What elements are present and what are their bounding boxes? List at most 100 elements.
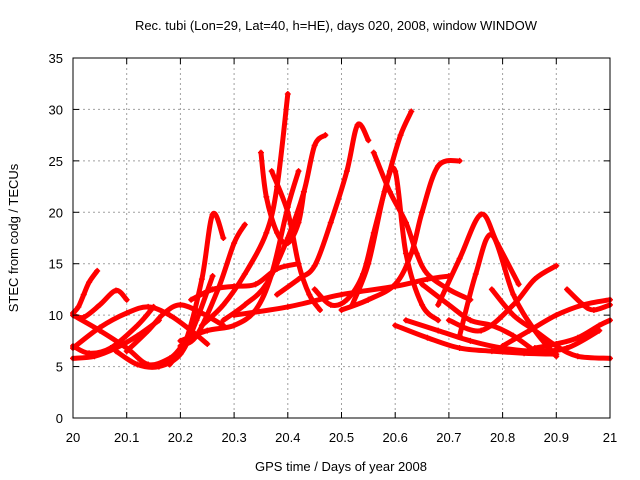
series-arc-13 [220, 132, 329, 324]
y-tick-label: 0 [56, 411, 63, 426]
y-tick-label: 30 [49, 102, 63, 117]
data-point [263, 229, 270, 236]
x-tick-label: 20.1 [114, 430, 139, 445]
data-point [94, 267, 101, 274]
data-point [241, 301, 248, 308]
data-point [488, 348, 495, 355]
data-point [284, 303, 291, 310]
y-tick-label: 35 [49, 51, 63, 66]
data-point [365, 296, 372, 303]
series-arc-15 [274, 121, 372, 298]
data-point [263, 281, 270, 288]
data-point [112, 348, 119, 355]
y-tick-label: 25 [49, 154, 63, 169]
data-point [231, 283, 238, 290]
y-tick-label: 10 [49, 308, 63, 323]
data-point [123, 310, 130, 317]
grid [73, 58, 610, 418]
data-point [311, 262, 318, 269]
data-point [123, 296, 130, 303]
data-point [456, 157, 463, 164]
data-point [354, 121, 361, 128]
data-point [553, 340, 560, 347]
data-point [295, 276, 302, 283]
data-point [198, 310, 205, 317]
data-point [317, 307, 324, 313]
series-arc-24 [445, 262, 560, 334]
data-point [343, 168, 350, 175]
data-point [268, 168, 275, 175]
series-group [70, 91, 613, 370]
data-point [456, 255, 463, 262]
data-point [531, 348, 538, 355]
series-arc-31 [123, 301, 227, 355]
data-point [510, 291, 517, 298]
data-point [295, 168, 302, 175]
data-point [86, 350, 93, 357]
data-point [590, 307, 597, 313]
tick-group [72, 57, 611, 419]
data-point [306, 291, 313, 298]
data-point [370, 149, 377, 156]
data-point [424, 334, 431, 341]
data-point [198, 322, 205, 329]
data-point [311, 286, 318, 293]
data-point [435, 327, 442, 334]
data-point [338, 307, 345, 313]
data-point [408, 108, 415, 115]
data-point [257, 149, 264, 156]
data-point [478, 327, 485, 334]
data-point [177, 343, 184, 349]
data-point [161, 310, 168, 317]
x-tick-label: 21 [603, 430, 617, 445]
data-point [408, 250, 415, 257]
data-point [386, 188, 393, 195]
data-point [435, 317, 442, 324]
data-point [145, 303, 152, 310]
data-point [295, 260, 302, 267]
data-point [553, 262, 560, 269]
data-point [284, 209, 291, 216]
data-point [327, 219, 334, 226]
data-point [134, 322, 141, 329]
data-point [209, 211, 216, 218]
data-point [564, 345, 571, 352]
data-point [531, 276, 538, 283]
data-point [198, 276, 205, 283]
data-point [263, 193, 270, 200]
data-point [220, 317, 227, 324]
x-tick-label: 20.9 [544, 430, 569, 445]
data-point [75, 303, 82, 310]
data-point [424, 271, 431, 277]
data-point [343, 296, 350, 303]
data-point [231, 240, 238, 247]
data-point [435, 301, 442, 308]
chart-title: Rec. tubi (Lon=29, Lat=40, h=HE), days 0… [135, 18, 538, 33]
y-axis-label: STEC from codg / TECUs [6, 163, 21, 312]
series-arc-30 [402, 317, 603, 355]
data-point [311, 142, 318, 149]
data-point [574, 353, 581, 360]
data-point [112, 287, 119, 294]
data-point [419, 301, 426, 308]
data-point [488, 286, 495, 293]
data-point [365, 137, 372, 144]
data-point [123, 348, 130, 355]
x-tick-label: 20.2 [168, 430, 193, 445]
data-point [365, 260, 372, 267]
data-point [580, 301, 587, 308]
data-point [596, 322, 603, 329]
data-point [413, 250, 420, 257]
data-point [467, 317, 474, 324]
data-point [424, 276, 431, 283]
x-axis-label: GPS time / Days of year 2008 [255, 459, 427, 474]
data-point [209, 273, 216, 280]
data-point [402, 250, 409, 257]
x-tick-label: 20.8 [490, 430, 515, 445]
data-point [456, 345, 463, 352]
data-point [96, 301, 103, 308]
data-point [322, 132, 329, 139]
data-point [381, 188, 388, 195]
series-line [199, 91, 291, 328]
